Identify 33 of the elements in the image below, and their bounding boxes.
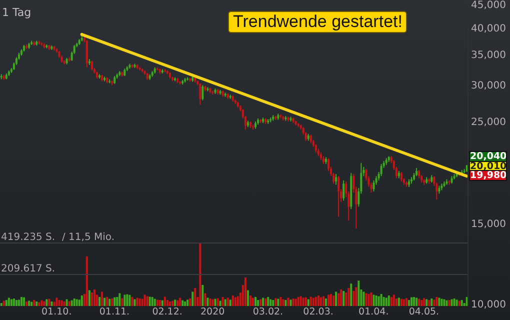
candlestick (380, 163, 382, 177)
candlestick (372, 180, 375, 192)
candlestick (90, 60, 93, 71)
text: 20,040 (470, 151, 507, 162)
candlestick (342, 180, 345, 202)
annotation: / 11,5 Mio. (62, 232, 115, 243)
y2-tick-label: 209.617 S. (1, 263, 56, 274)
x-tick-label: 03.02. (252, 306, 284, 318)
x-tick-label: 01.10. (42, 306, 72, 318)
y-tick-label: 10,000 (471, 300, 506, 311)
x-tick-label: 01.11. (99, 306, 130, 318)
y-tick-label: 45,000 (471, 0, 506, 11)
text: 19,980 (470, 170, 507, 181)
candlestick (86, 40, 88, 68)
y-tick-label: 40,000 (471, 23, 506, 34)
x-tick-label: 02.03. (303, 306, 334, 318)
x-tick-label: 01.04. (358, 306, 389, 318)
candlestick (199, 82, 202, 106)
text: 1 Tag (2, 6, 32, 19)
candlestick (338, 176, 340, 218)
candlestick (400, 171, 402, 182)
x-tick-label: 04.05. (408, 306, 440, 318)
y-tick-label: 15,000 (471, 218, 506, 230)
y-tick-label: 30,000 (471, 80, 506, 92)
candlestick (202, 84, 204, 101)
annotation: Trendwende gestartet! (228, 11, 408, 33)
y-tick-label: 25,000 (471, 117, 506, 128)
text: 20,010 (470, 160, 507, 172)
y2-tick-label: 419.235 S. (1, 232, 56, 243)
y-tick-label: 35,000 (471, 50, 506, 61)
x-tick-label: 02.12. (152, 306, 182, 318)
x-tick-label: 2020 (200, 306, 225, 318)
candlestick (335, 174, 338, 186)
